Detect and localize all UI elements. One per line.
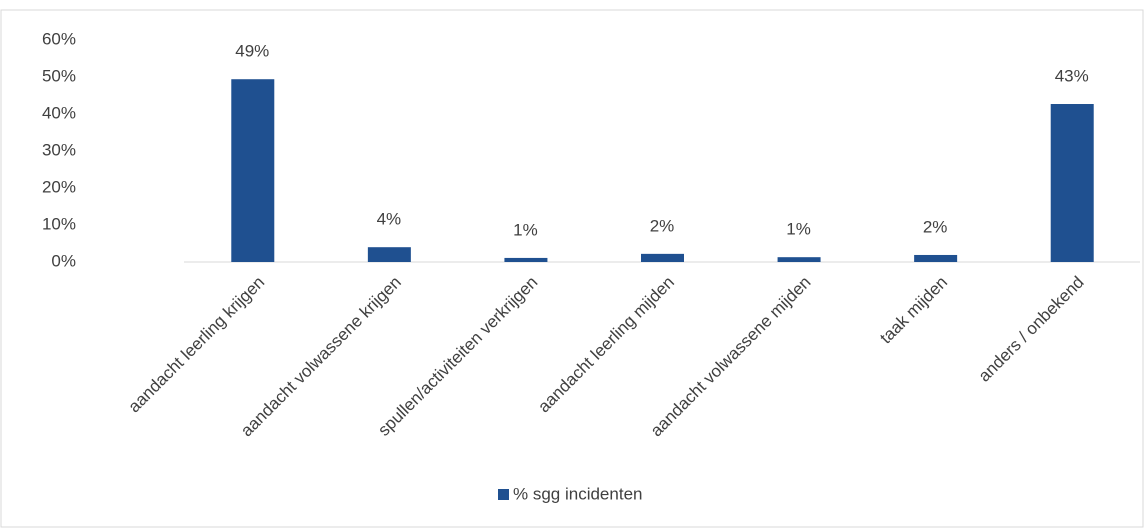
bar xyxy=(641,253,684,262)
value-label: 49% xyxy=(235,42,269,61)
bar xyxy=(914,254,958,262)
value-label: 2% xyxy=(923,217,948,236)
bar xyxy=(367,247,411,262)
y-tick-label: 60% xyxy=(42,29,76,48)
y-tick-label: 0% xyxy=(51,251,76,270)
bar xyxy=(231,79,275,262)
bar xyxy=(1050,104,1094,262)
y-tick-label: 20% xyxy=(42,177,76,196)
bar xyxy=(777,257,821,262)
y-tick-label: 30% xyxy=(42,140,76,159)
value-label: 43% xyxy=(1055,66,1089,85)
legend-swatch xyxy=(498,489,509,500)
y-tick-label: 50% xyxy=(42,66,76,85)
y-tick-label: 40% xyxy=(42,103,76,122)
value-label: 1% xyxy=(513,220,538,239)
y-tick-label: 10% xyxy=(42,214,76,233)
bar xyxy=(504,257,548,262)
value-label: 1% xyxy=(786,220,811,239)
value-label: 4% xyxy=(377,210,402,229)
value-label: 2% xyxy=(650,216,675,235)
chart-border xyxy=(0,9,1144,528)
legend-label: % sgg incidenten xyxy=(513,484,642,503)
